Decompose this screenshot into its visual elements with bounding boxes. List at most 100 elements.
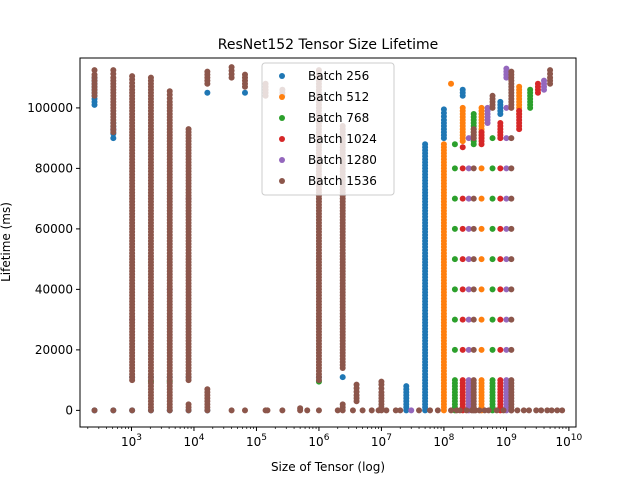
data-point bbox=[339, 374, 346, 381]
legend-marker bbox=[279, 73, 285, 79]
legend-marker bbox=[279, 136, 285, 142]
data-point bbox=[147, 234, 154, 241]
data-point bbox=[544, 407, 551, 414]
data-point bbox=[465, 286, 472, 293]
data-point bbox=[339, 271, 346, 278]
data-point bbox=[339, 307, 346, 314]
data-point bbox=[110, 407, 117, 414]
data-point bbox=[489, 256, 496, 263]
data-point bbox=[129, 210, 136, 217]
data-point bbox=[129, 283, 136, 290]
data-point bbox=[422, 365, 429, 372]
data-point bbox=[166, 404, 173, 411]
data-point bbox=[548, 407, 555, 414]
x-tick-label: 109 bbox=[496, 433, 517, 449]
data-point bbox=[185, 198, 192, 205]
plot-frame bbox=[79, 57, 577, 428]
data-point bbox=[147, 186, 154, 193]
data-point bbox=[508, 346, 515, 353]
data-point bbox=[166, 271, 173, 278]
data-point bbox=[185, 162, 192, 169]
data-point bbox=[422, 380, 429, 387]
x-tick-label: 108 bbox=[433, 433, 454, 449]
data-point bbox=[129, 331, 136, 338]
x-tick-label: 107 bbox=[371, 433, 392, 449]
data-point bbox=[129, 150, 136, 157]
legend-marker bbox=[279, 178, 285, 184]
data-point bbox=[478, 395, 485, 402]
data-point bbox=[339, 210, 346, 217]
data-point bbox=[129, 186, 136, 193]
data-point bbox=[503, 286, 510, 293]
data-point bbox=[185, 234, 192, 241]
data-point bbox=[516, 120, 523, 127]
data-point bbox=[147, 331, 154, 338]
data-point bbox=[129, 247, 136, 254]
data-point bbox=[339, 222, 346, 229]
data-point bbox=[448, 407, 455, 414]
data-point bbox=[129, 368, 136, 375]
data-point bbox=[478, 256, 485, 263]
data-point bbox=[392, 407, 399, 414]
data-point bbox=[465, 395, 472, 402]
data-point bbox=[334, 407, 341, 414]
data-point bbox=[440, 365, 447, 372]
data-point bbox=[451, 395, 458, 402]
data-point bbox=[147, 395, 154, 402]
data-point bbox=[91, 80, 98, 87]
data-point bbox=[422, 334, 429, 341]
data-point bbox=[166, 210, 173, 217]
data-point bbox=[478, 380, 485, 387]
data-point bbox=[110, 70, 117, 77]
data-point bbox=[470, 395, 477, 402]
data-point bbox=[478, 316, 485, 323]
data-point bbox=[503, 316, 510, 323]
data-point bbox=[339, 198, 346, 205]
data-point bbox=[315, 319, 322, 326]
data-point bbox=[440, 144, 447, 151]
data-point bbox=[478, 195, 485, 202]
data-point bbox=[339, 343, 346, 350]
data-point bbox=[478, 165, 485, 172]
data-point bbox=[440, 129, 447, 136]
data-point bbox=[465, 225, 472, 232]
data-point bbox=[497, 123, 504, 130]
data-point bbox=[508, 316, 515, 323]
data-point bbox=[129, 307, 136, 314]
data-point bbox=[440, 120, 447, 127]
data-point bbox=[204, 77, 211, 84]
data-point bbox=[315, 307, 322, 314]
data-point bbox=[503, 225, 510, 232]
data-point bbox=[166, 307, 173, 314]
legend-label: Batch 1024 bbox=[308, 132, 377, 146]
data-point bbox=[465, 380, 472, 387]
data-point bbox=[465, 346, 472, 353]
data-point bbox=[110, 135, 117, 142]
data-point bbox=[508, 404, 515, 411]
data-point bbox=[185, 222, 192, 229]
data-point bbox=[422, 153, 429, 160]
data-point bbox=[315, 295, 322, 302]
data-point bbox=[465, 256, 472, 263]
data-point bbox=[476, 407, 483, 414]
data-point bbox=[204, 398, 211, 405]
legend-marker bbox=[279, 115, 285, 121]
data-point bbox=[166, 234, 173, 241]
data-point bbox=[315, 271, 322, 278]
data-point bbox=[484, 107, 491, 114]
x-axis-title: Size of Tensor (log) bbox=[271, 460, 385, 474]
data-point bbox=[478, 123, 485, 130]
data-point bbox=[110, 120, 117, 127]
data-point bbox=[166, 343, 173, 350]
data-point bbox=[166, 331, 173, 338]
data-point bbox=[91, 67, 98, 74]
data-point bbox=[440, 319, 447, 326]
data-point bbox=[459, 286, 466, 293]
data-point bbox=[489, 286, 496, 293]
data-point bbox=[315, 198, 322, 205]
data-point bbox=[147, 355, 154, 362]
data-point bbox=[470, 286, 477, 293]
data-point bbox=[339, 404, 346, 411]
data-point bbox=[166, 380, 173, 387]
